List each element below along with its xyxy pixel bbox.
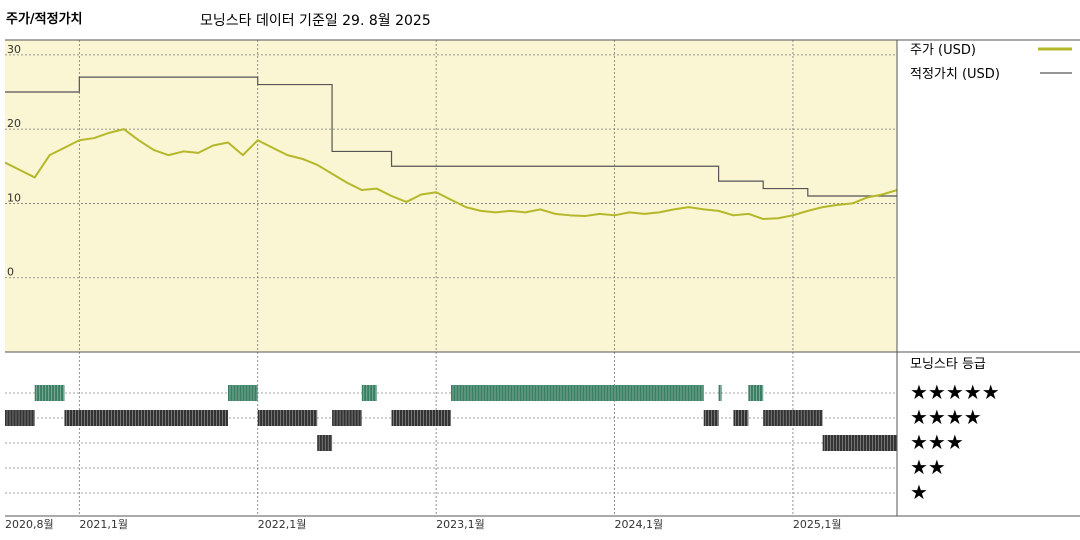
rating-bar-fill xyxy=(451,385,704,401)
rating-bar-fill xyxy=(34,385,65,401)
x-tick-label: 2024,1월 xyxy=(615,518,664,531)
legend-fair-label: 적정가치 (USD) xyxy=(910,67,1000,82)
rating-bar-fill xyxy=(64,410,228,426)
rating-bar-fill xyxy=(763,410,823,426)
chart-title: 주가/적정가치 xyxy=(6,12,83,27)
y-tick-label: 20 xyxy=(7,117,21,130)
rating-bar xyxy=(64,410,228,426)
rating-bar xyxy=(5,410,35,426)
rating-bar xyxy=(257,410,318,426)
y-tick-label: 0 xyxy=(7,266,14,279)
plot-background xyxy=(5,40,897,352)
x-tick-label: 2023,1월 xyxy=(436,518,485,531)
rating-bar xyxy=(317,435,333,451)
rating-bar-fill xyxy=(332,410,362,426)
y-tick-label: 30 xyxy=(7,43,21,56)
x-tick-label: 2021,1월 xyxy=(79,518,128,531)
rating-bar xyxy=(718,385,722,401)
price-line xyxy=(4,128,898,221)
rating-bar xyxy=(332,410,362,426)
chart-subtitle: 모닝스타 데이터 기준일 29. 8월 2025 xyxy=(200,13,431,29)
rating-legend-stars: ★★ xyxy=(910,455,946,479)
rating-bar-fill xyxy=(391,410,451,426)
rating-legend-stars: ★★★★ xyxy=(910,405,982,429)
rating-legend-stars: ★ xyxy=(910,480,928,504)
y-tick-label: 10 xyxy=(7,191,21,204)
rating-legend-stars: ★★★ xyxy=(910,430,964,454)
rating-bar-fill xyxy=(257,410,318,426)
rating-bar xyxy=(228,385,258,401)
rating-bar xyxy=(703,410,719,426)
x-tick-label: 2020,8월 xyxy=(5,518,54,531)
rating-legend-title: 모닝스타 등급 xyxy=(910,357,986,372)
rating-bar-fill xyxy=(5,410,35,426)
rating-bar xyxy=(361,385,377,401)
rating-bar xyxy=(34,385,65,401)
legend-price-label: 주가 (USD) xyxy=(910,43,976,58)
rating-legend-stars: ★★★★★ xyxy=(910,380,1000,404)
rating-bar-fill xyxy=(718,385,722,401)
rating-bar xyxy=(451,385,704,401)
rating-bar-fill xyxy=(228,385,258,401)
rating-bar xyxy=(391,410,451,426)
rating-bar xyxy=(822,435,897,451)
rating-bar xyxy=(733,410,749,426)
rating-bar xyxy=(763,410,823,426)
rating-bar xyxy=(748,385,764,401)
fair-value-line xyxy=(5,76,897,197)
x-tick-label: 2022,1월 xyxy=(258,518,307,531)
x-tick-label: 2025,1월 xyxy=(793,518,842,531)
